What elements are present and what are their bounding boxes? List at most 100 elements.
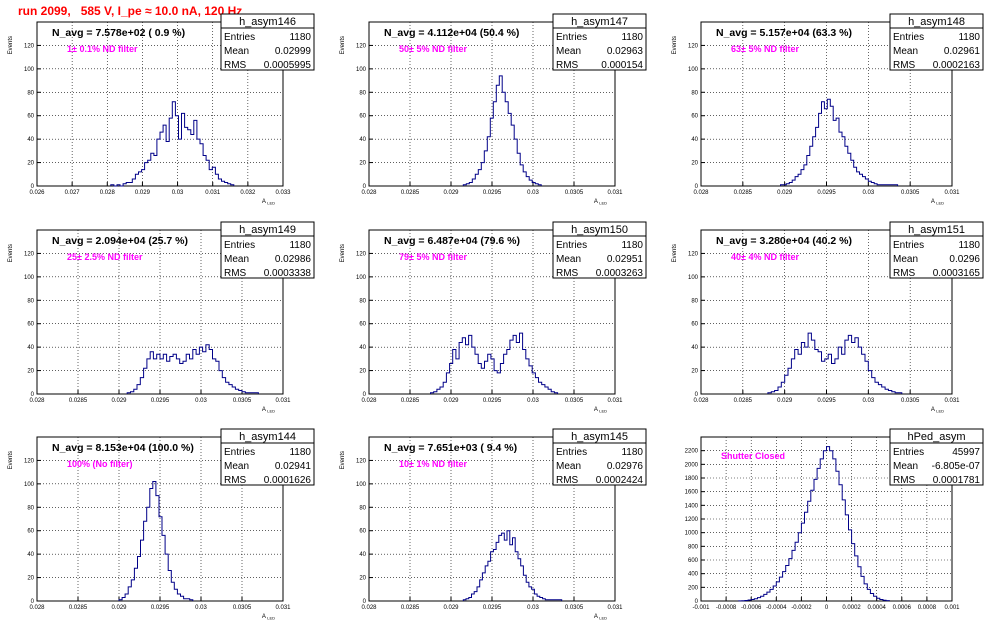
filter-label: 1± 0.1% ND filter [67,44,138,54]
stats-value: 0.0003263 [596,268,644,279]
x-tick-label: 0.0285 [401,190,420,196]
y-tick-label: 60 [691,114,698,120]
x-axis-label: A LED [262,614,275,621]
stats-key: Mean [224,46,249,57]
y-tick-label: 80 [27,505,34,511]
x-tick-label: 0.031 [607,190,623,196]
x-tick-label: 0.031 [944,398,960,404]
navg-label: N_avg = 3.280e+04 (40.2 %) [716,235,852,247]
y-tick-label: 0 [363,392,367,398]
y-tick-label: 40 [359,137,366,143]
stats-box-title: h_asym148 [908,16,965,28]
stats-key: RMS [224,475,247,486]
x-tick-label: 0.029 [443,605,459,611]
y-tick-label: 80 [359,298,366,304]
x-tick-label: 0.0295 [483,398,502,404]
y-axis-label: Events [8,451,14,469]
histogram-panel-h_asym150: 0.028 0.0285 0.029 0.0295 0.03 0.0305 0.031 0 20… [340,221,647,414]
stats-key: Entries [224,447,255,458]
stats-box: h_asym144 Entries 1180 Mean 0.02941 RMS 0.0001… [220,428,315,486]
stats-box-frame [220,13,315,71]
y-tick-label: 40 [359,345,366,351]
filter-label: 25± 2.5% ND filter [67,252,143,262]
navg-label: N_avg = 2.094e+04 (25.7 %) [52,235,188,247]
stats-box: h_asym150 Entries 1180 Mean 0.02951 RMS 0.0003… [552,221,647,279]
y-axis-label: Events [340,451,346,469]
y-tick-label: 0 [363,599,367,605]
y-tick-label: 100 [688,67,699,73]
y-tick-label: 80 [691,298,698,304]
stats-box: h_asym147 Entries 1180 Mean 0.02963 RMS 0.0001… [552,13,647,71]
stats-key: RMS [893,60,916,71]
x-tick-label: 0.0285 [401,398,420,404]
histogram-line-h_asym148 [780,98,899,186]
stats-value: 0.0003338 [264,268,312,279]
x-tick-label: 0.0295 [817,398,836,404]
y-axis-label: Events [8,36,14,54]
x-tick-label: -0.0006 [741,605,762,611]
y-tick-label: 40 [691,137,698,143]
y-tick-label: 40 [359,552,366,558]
x-tick-label: 0.0305 [233,605,252,611]
y-tick-label: 120 [356,458,367,464]
y-tick-label: 120 [356,251,367,257]
y-tick-label: 100 [356,67,367,73]
stats-box-title: h_asym150 [571,224,628,236]
y-tick-label: 40 [27,345,34,351]
y-tick-label: 60 [691,322,698,328]
y-tick-label: 0 [31,184,35,190]
histogram-line-hPed_asym [738,446,890,602]
stats-box-frame [552,221,647,279]
y-tick-label: 1600 [685,490,699,496]
y-tick-label: 100 [24,67,35,73]
stats-value: 1180 [621,240,643,251]
stats-value: 0.02963 [607,46,644,57]
y-tick-label: 40 [27,552,34,558]
stats-key: Entries [893,447,924,458]
stats-key: Entries [893,240,924,251]
x-tick-label: 0.0305 [565,190,584,196]
stats-value: 1180 [621,447,643,458]
x-axis-label-sub: LED [267,409,275,414]
stats-value: 0.0002163 [933,60,981,71]
stats-value: 0.0005995 [264,60,312,71]
x-tick-label: 0.029 [135,190,151,196]
y-tick-label: 100 [356,275,367,281]
x-tick-label: 0.0285 [734,398,753,404]
y-axis-label: Events [340,244,346,262]
y-tick-label: 0 [363,184,367,190]
stats-value: 1180 [289,32,311,43]
filter-label: Shutter Closed [721,451,785,461]
stats-key: Entries [224,240,255,251]
navg-label: N_avg = 7.578e+02 ( 0.9 %) [52,27,185,39]
stats-box: h_asym146 Entries 1180 Mean 0.02999 RMS 0.0005… [220,13,315,71]
stats-value: -6.805e-07 [932,461,981,472]
stats-box-title: h_asym145 [571,431,628,443]
stats-box-title: h_asym147 [571,16,628,28]
stats-key: RMS [224,268,247,279]
stats-value: 0.0001626 [264,475,312,486]
x-axis-label: A LED [594,199,607,206]
x-tick-label: 0.029 [443,398,459,404]
x-axis-label: A LED [931,407,944,414]
navg-label: N_avg = 4.112e+04 (50.4 %) [384,27,519,39]
stats-value: 0.02951 [607,254,644,265]
x-tick-label: 0.0305 [233,398,252,404]
filter-label: 10± 1% ND filter [399,459,467,469]
y-axis-label: Events [672,36,678,54]
x-tick-label: 0 [825,605,829,611]
stats-box-frame [220,428,315,486]
y-tick-label: 120 [688,251,699,257]
y-tick-label: 400 [688,572,699,578]
stats-value: 1180 [289,447,311,458]
filter-label: 79± 5% ND filter [399,252,467,262]
y-tick-label: 20 [691,369,698,375]
stats-box-title: hPed_asym [907,431,965,443]
x-tick-label: 0.03 [862,190,874,196]
x-axis-label-sub: LED [599,409,607,414]
stats-value: 0.02961 [944,46,981,57]
x-tick-label: 0.0008 [918,605,937,611]
stats-key: Mean [556,46,581,57]
x-tick-label: 0.026 [29,190,45,196]
